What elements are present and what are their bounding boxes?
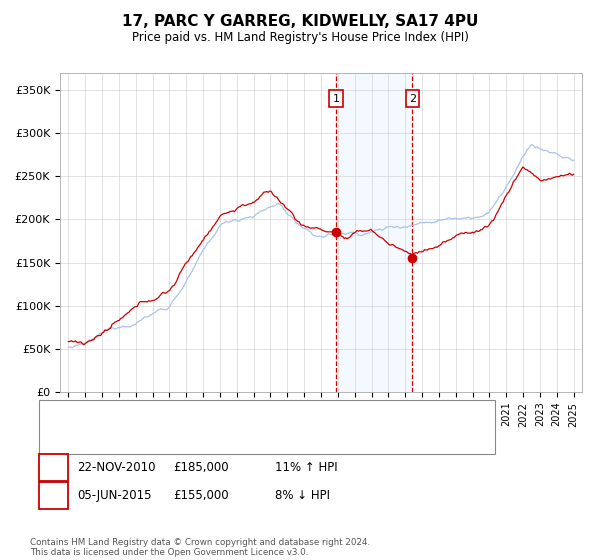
Text: 17, PARC Y GARREG, KIDWELLY, SA17 4PU (detached house): 17, PARC Y GARREG, KIDWELLY, SA17 4PU (d… [93, 412, 406, 422]
Text: 17, PARC Y GARREG, KIDWELLY, SA17 4PU: 17, PARC Y GARREG, KIDWELLY, SA17 4PU [122, 14, 478, 29]
Text: Contains HM Land Registry data © Crown copyright and database right 2024.
This d: Contains HM Land Registry data © Crown c… [30, 538, 370, 557]
Text: 05-JUN-2015: 05-JUN-2015 [77, 489, 151, 502]
Bar [336, 73, 412, 392]
Text: 11% ↑ HPI: 11% ↑ HPI [275, 461, 337, 474]
Text: £185,000: £185,000 [173, 461, 229, 474]
Text: 2: 2 [409, 94, 416, 104]
Text: 2: 2 [50, 489, 57, 502]
Text: 22-NOV-2010: 22-NOV-2010 [77, 461, 155, 474]
Text: £155,000: £155,000 [173, 489, 229, 502]
Text: 1: 1 [50, 461, 57, 474]
Text: 1: 1 [332, 94, 340, 104]
Text: Price paid vs. HM Land Registry's House Price Index (HPI): Price paid vs. HM Land Registry's House … [131, 31, 469, 44]
Text: 8% ↓ HPI: 8% ↓ HPI [275, 489, 330, 502]
Text: HPI: Average price, detached house, Carmarthenshire: HPI: Average price, detached house, Carm… [93, 434, 374, 444]
